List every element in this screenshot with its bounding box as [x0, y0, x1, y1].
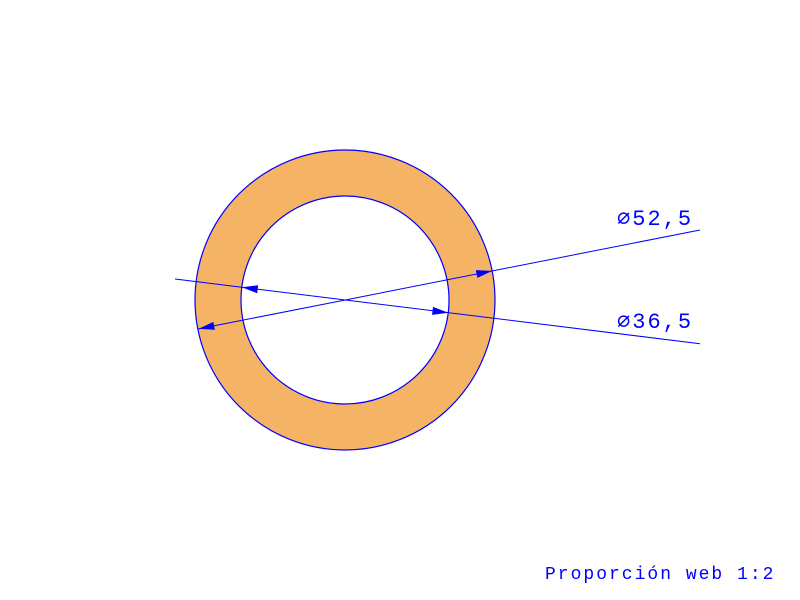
dim-arrowhead — [432, 307, 448, 315]
scale-caption: Proporción web 1:2 — [545, 565, 775, 585]
dim-label-inner: ⌀36,5 — [617, 310, 693, 335]
dim-arrowhead — [242, 285, 258, 293]
dim-label-outer: ⌀52,5 — [617, 207, 693, 232]
